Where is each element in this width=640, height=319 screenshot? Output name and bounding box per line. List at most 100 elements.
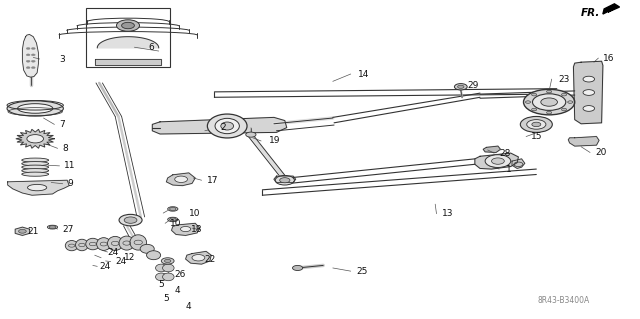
Ellipse shape [47, 225, 58, 229]
Ellipse shape [28, 184, 47, 191]
Text: 26: 26 [174, 270, 186, 279]
Circle shape [192, 255, 205, 261]
Text: 24: 24 [108, 248, 119, 256]
Ellipse shape [221, 122, 234, 130]
Text: 14: 14 [358, 70, 370, 78]
Circle shape [175, 176, 188, 182]
Circle shape [180, 226, 191, 232]
Circle shape [485, 155, 511, 167]
Circle shape [532, 94, 566, 110]
Circle shape [161, 258, 174, 264]
Circle shape [275, 175, 294, 185]
Polygon shape [603, 4, 620, 14]
Text: 9: 9 [67, 179, 73, 188]
Circle shape [492, 158, 504, 164]
Circle shape [532, 108, 537, 111]
Ellipse shape [147, 251, 161, 260]
Text: 17: 17 [207, 176, 218, 185]
Text: 3: 3 [59, 55, 65, 63]
Text: 5: 5 [158, 280, 164, 289]
Circle shape [524, 89, 575, 115]
Ellipse shape [22, 161, 49, 166]
Text: FR.: FR. [581, 8, 600, 18]
Circle shape [458, 85, 464, 88]
Circle shape [31, 48, 35, 49]
Polygon shape [15, 227, 29, 235]
Circle shape [116, 20, 140, 31]
Polygon shape [166, 173, 195, 186]
Ellipse shape [97, 238, 111, 250]
Circle shape [527, 120, 546, 129]
Circle shape [583, 76, 595, 82]
Ellipse shape [86, 238, 100, 250]
Polygon shape [186, 251, 211, 264]
Text: 5: 5 [163, 294, 169, 303]
Circle shape [31, 60, 35, 62]
Text: 8R43-B3400A: 8R43-B3400A [538, 296, 590, 305]
Ellipse shape [22, 158, 49, 162]
Polygon shape [97, 37, 159, 48]
Circle shape [124, 217, 137, 223]
Circle shape [525, 101, 531, 103]
Circle shape [520, 116, 552, 132]
Circle shape [26, 60, 30, 62]
Text: 15: 15 [531, 132, 543, 141]
Text: 24: 24 [99, 262, 111, 271]
Polygon shape [16, 129, 54, 148]
Ellipse shape [156, 273, 167, 281]
Circle shape [541, 98, 557, 106]
Text: 12: 12 [124, 253, 135, 262]
Polygon shape [8, 180, 69, 195]
Circle shape [27, 135, 44, 143]
Ellipse shape [163, 264, 174, 272]
Ellipse shape [7, 101, 63, 116]
Ellipse shape [108, 236, 123, 250]
Circle shape [547, 90, 552, 93]
Ellipse shape [18, 104, 53, 113]
Ellipse shape [22, 172, 49, 176]
Circle shape [583, 106, 595, 111]
Circle shape [280, 178, 290, 183]
Ellipse shape [168, 217, 178, 222]
Text: 2: 2 [221, 123, 227, 132]
Text: 1: 1 [506, 165, 511, 174]
Text: 24: 24 [115, 257, 127, 266]
Polygon shape [475, 153, 518, 169]
Circle shape [547, 111, 552, 114]
Text: 7: 7 [59, 120, 65, 129]
Circle shape [164, 259, 171, 263]
Text: 10: 10 [170, 219, 181, 228]
Text: 13: 13 [442, 209, 453, 218]
Ellipse shape [140, 244, 154, 253]
Text: 10: 10 [189, 209, 200, 218]
Text: 18: 18 [191, 225, 202, 234]
Polygon shape [172, 223, 200, 235]
Ellipse shape [119, 236, 134, 250]
Ellipse shape [207, 114, 247, 138]
Ellipse shape [163, 273, 174, 281]
Text: 23: 23 [559, 75, 570, 84]
Ellipse shape [76, 239, 88, 251]
Text: 25: 25 [356, 267, 368, 276]
Ellipse shape [168, 207, 178, 211]
Text: 20: 20 [595, 148, 607, 157]
Ellipse shape [65, 241, 78, 251]
Text: 8: 8 [62, 144, 68, 153]
Polygon shape [274, 176, 296, 182]
Text: 29: 29 [467, 81, 479, 90]
Polygon shape [568, 137, 599, 146]
Ellipse shape [130, 235, 147, 250]
Circle shape [532, 122, 541, 127]
Text: 27: 27 [63, 225, 74, 234]
Circle shape [19, 229, 26, 233]
Circle shape [532, 93, 537, 96]
Circle shape [122, 22, 134, 29]
Circle shape [561, 108, 566, 111]
Text: 4: 4 [174, 286, 180, 295]
Circle shape [31, 67, 35, 69]
Polygon shape [512, 159, 525, 168]
Circle shape [170, 218, 176, 221]
Ellipse shape [22, 169, 49, 173]
Text: 28: 28 [499, 149, 511, 158]
Text: 4: 4 [186, 302, 191, 311]
